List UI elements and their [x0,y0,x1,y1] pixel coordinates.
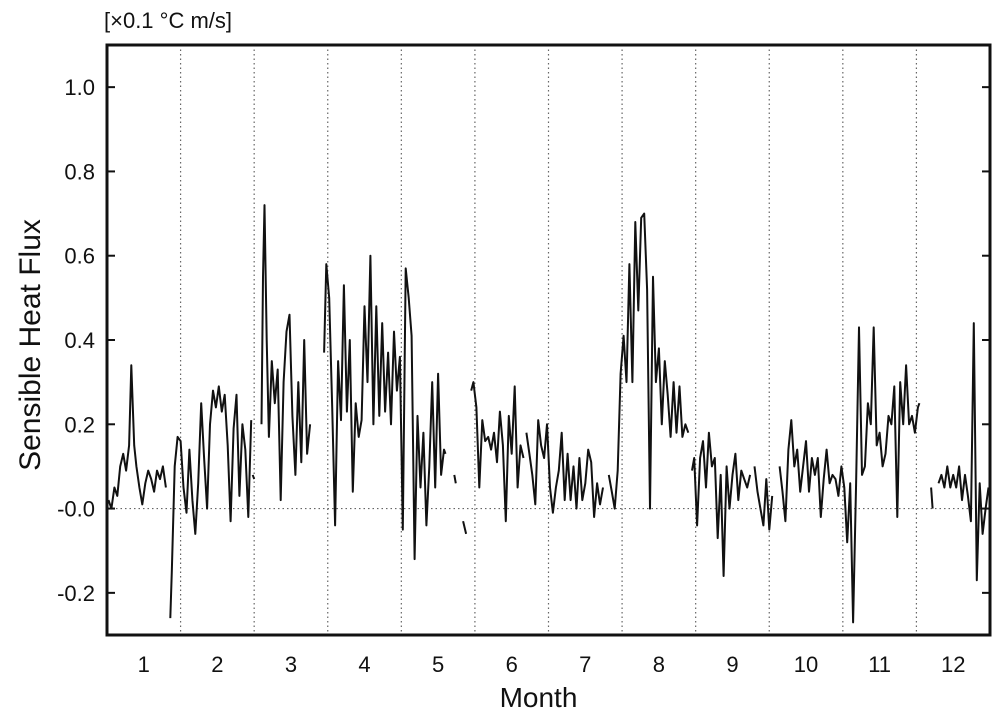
y-tick-label: 0.4 [64,328,95,353]
series-line-segment-4 [260,204,312,502]
y-axis-label: Sensible Heat Flux [14,219,47,471]
y-tick-label: 0.6 [64,244,95,269]
x-axis-label: Month [500,682,578,713]
y-tick-label: -0.0 [57,497,95,522]
y-unit-label: [×0.1 °C m/s] [104,8,233,33]
series-line-segment-3 [251,474,256,480]
series-line-segment-8 [470,381,525,523]
y-tick-label: -0.2 [57,581,95,606]
series-line-segment-12 [753,466,774,531]
series-line-segment-14 [930,487,934,509]
x-tick-label: 9 [726,652,738,677]
grid-layer [107,45,990,635]
series-line-segment-1 [107,364,167,510]
series-line-segment-13 [778,326,921,624]
series-line-segment-7 [462,520,468,535]
x-tick-label: 4 [358,652,370,677]
x-tick-label: 5 [432,652,444,677]
y-tick-label: 0.8 [64,159,95,184]
x-tick-label: 1 [138,652,150,677]
series-line-segment-6 [453,474,457,484]
x-tick-label: 11 [868,652,891,677]
x-tick-label: 2 [211,652,223,677]
series-line-segment-9 [525,419,604,518]
plot-frame [105,43,992,637]
x-tick-label: 3 [285,652,297,677]
series-line-segment-5 [323,254,447,561]
series-line-segment-10 [607,212,690,510]
x-tick-label: 10 [794,652,818,677]
tick-layer: 1.00.80.60.40.2-0.0-0.21 2 3 4 5 6 7 8 9 10 11 12 [57,75,990,677]
series-line-segment-15 [937,322,990,582]
series-line-segment-11 [691,431,752,577]
x-tick-label: 7 [579,652,591,677]
series-layer [107,204,990,624]
y-tick-label: 0.2 [64,412,95,437]
x-tick-label: 6 [506,652,518,677]
x-tick-label: 12 [941,652,965,677]
y-tick-label: 1.0 [64,75,95,100]
series-line-segment-2 [169,385,253,619]
x-tick-label: 8 [653,652,665,677]
